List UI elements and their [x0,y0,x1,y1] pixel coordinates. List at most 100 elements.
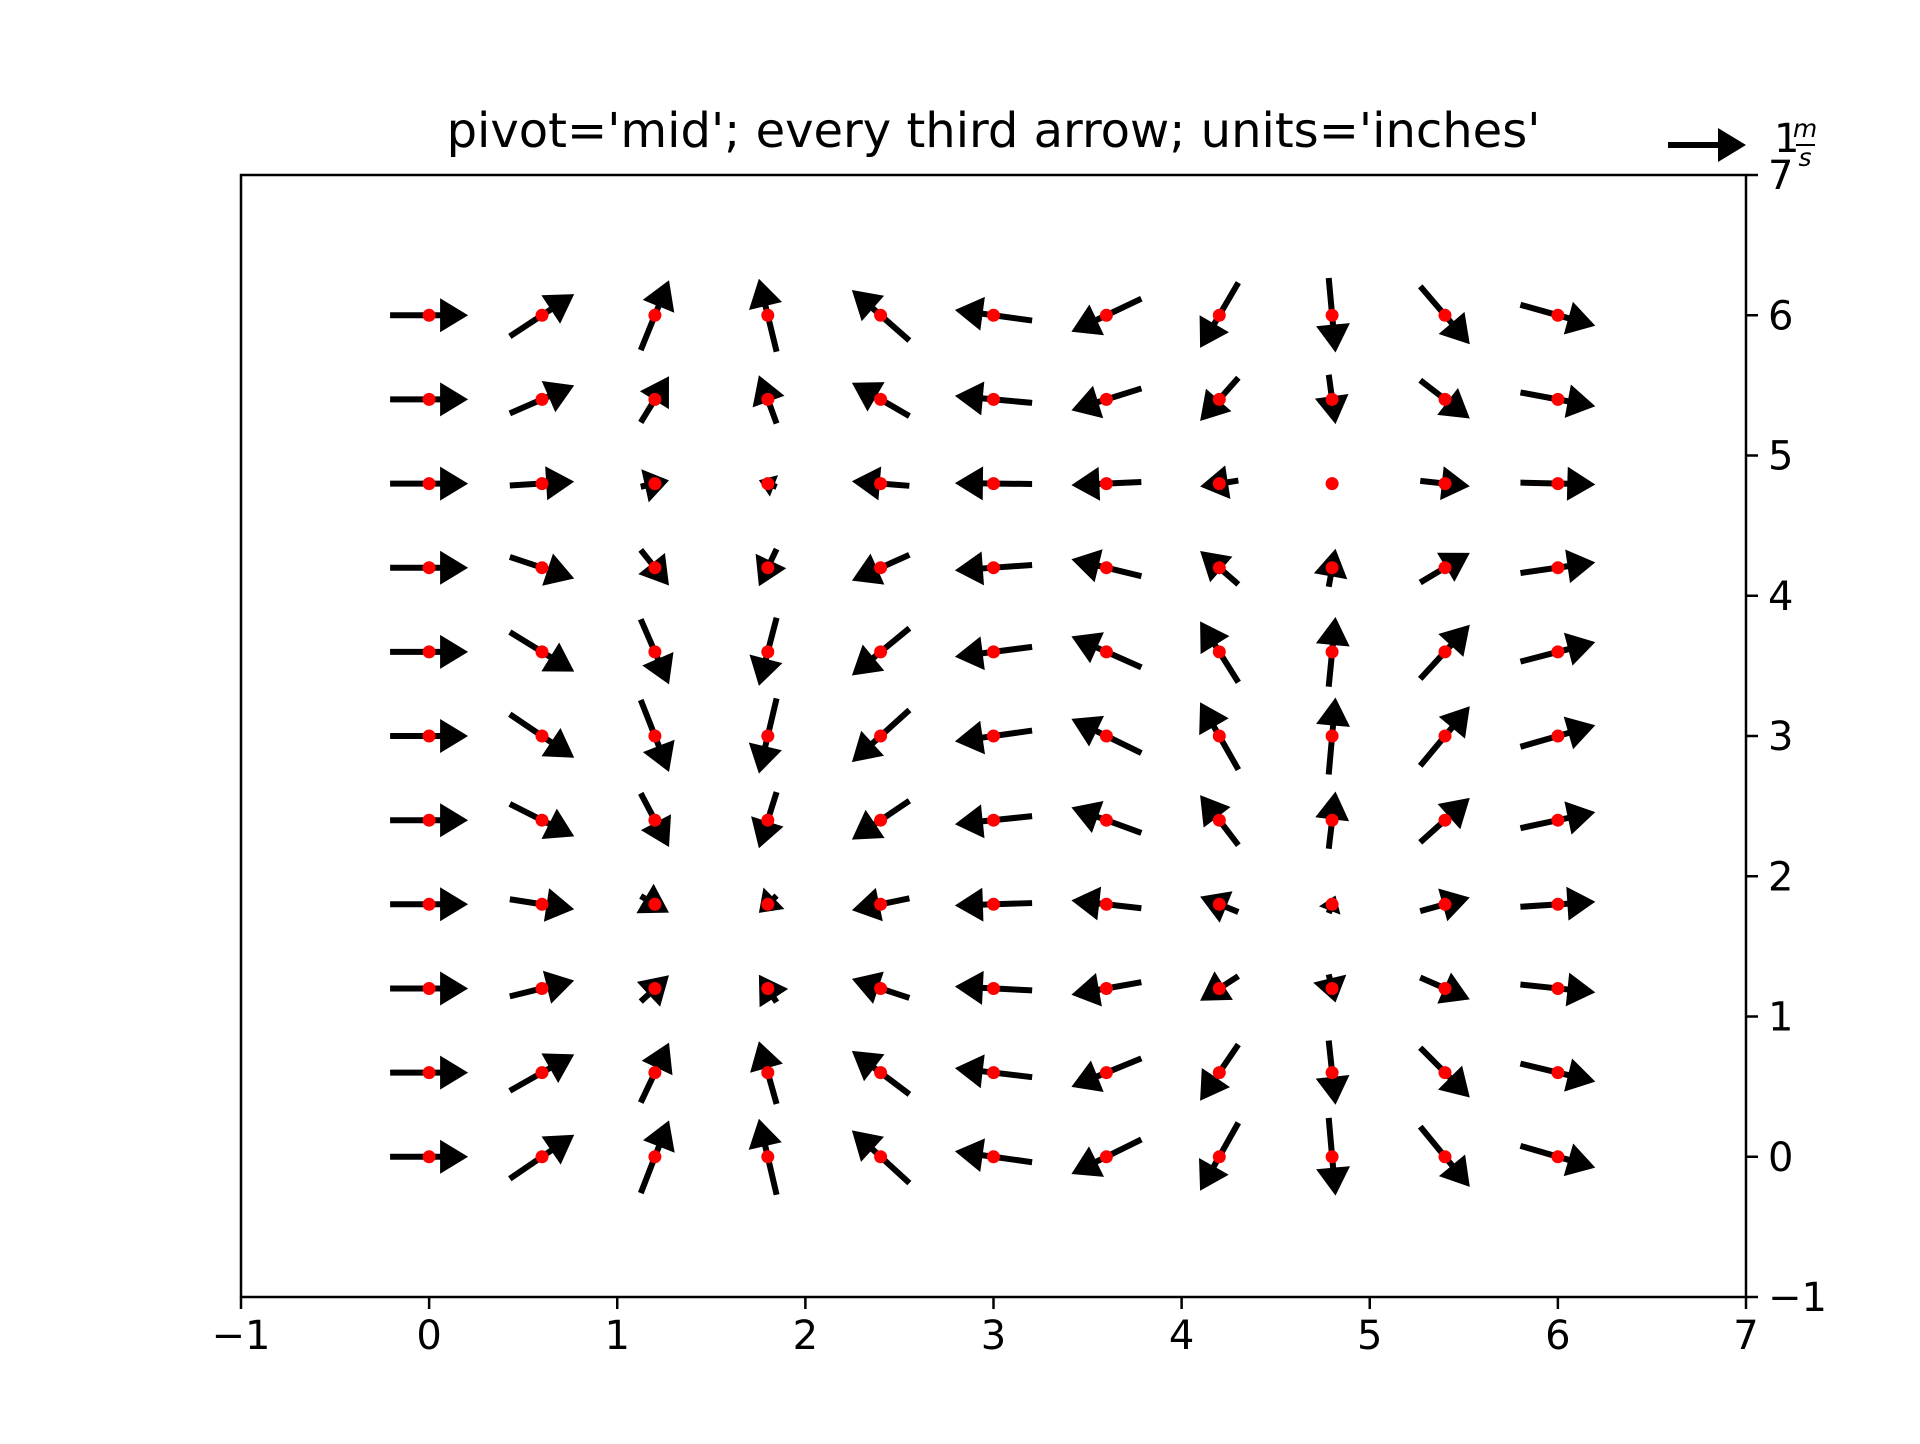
grid-point [1325,392,1339,406]
grid-point [648,645,662,659]
grid-point [987,813,1000,827]
grid-point [1551,982,1565,995]
grid-point [874,729,888,743]
grid-point [1551,813,1565,827]
grid-point [535,1066,549,1080]
grid-point [761,1150,775,1164]
grid-point [761,897,775,911]
x-tick-label: 4 [1169,1313,1194,1359]
x-tick-label: 3 [981,1313,1006,1359]
grid-point [761,308,775,322]
grid-point [761,561,775,575]
y-tick-label: 0 [1768,1135,1793,1181]
grid-point [761,392,775,406]
x-tick-label: −1 [212,1313,271,1359]
grid-point [1438,392,1452,406]
grid-point [1212,392,1226,406]
grid-point [535,561,549,575]
grid-point [1099,729,1113,743]
grid-point [1325,813,1339,827]
grid-point [648,1066,662,1080]
grid-point [1551,561,1565,575]
grid-point [874,897,888,911]
grid-point [874,813,888,827]
grid-point [1212,1150,1226,1164]
grid-point [1099,813,1113,827]
grid-point [1212,897,1226,911]
grid-point [535,645,549,659]
grid-point [1212,729,1226,743]
grid-point [535,308,549,322]
grid-point [1438,729,1452,743]
x-tick-label: 2 [793,1313,818,1359]
grid-point [874,1066,888,1080]
grid-point [1438,982,1452,995]
grid-point [987,392,1000,406]
y-tick-label: 4 [1768,574,1793,620]
grid-point [1212,308,1226,322]
grid-point [1438,477,1452,491]
grid-point [1438,813,1452,827]
grid-point [1099,477,1113,491]
x-axis: −1 0 1 2 3 4 5 6 7 [212,1297,1759,1359]
grid-point [987,308,1000,322]
y-tick-label: −1 [1768,1275,1827,1321]
grid-point [1099,645,1113,659]
grid-point [648,897,662,911]
grid-point [648,308,662,322]
grid-point [648,1150,662,1164]
grid-point [535,729,549,743]
grid-point [1438,1066,1452,1080]
grid-point [422,1066,436,1080]
grid-point [761,1066,775,1080]
grid-point [648,561,662,575]
grid-point [1099,1066,1113,1080]
grid-point [422,308,436,322]
grid-point [874,308,888,322]
grid-point [1212,813,1226,827]
grid-point [1438,645,1452,659]
grid-point [874,645,888,659]
grid-point [1212,645,1226,659]
y-axis: −1 0 1 2 3 4 5 6 7 [1746,153,1827,1321]
grid-point [422,477,436,491]
grid-point [1438,561,1452,575]
grid-point [1325,308,1339,322]
x-tick-label: 0 [416,1313,441,1359]
grid-point [1438,308,1452,322]
grid-point [648,477,662,491]
grid-point [874,561,888,575]
quiver-key-arrow-shape [1668,128,1746,162]
grid-point [1099,308,1113,322]
grid-point [874,1150,888,1164]
y-tick-label: 1 [1768,995,1793,1041]
grid-point [1551,392,1565,406]
grid-point [1212,477,1226,491]
grid-point [1099,561,1113,575]
grid-point [1438,897,1452,911]
quiver-key-unit-denominator: s [1798,143,1811,172]
chart-title: pivot='mid'; every third arrow; units='i… [446,103,1541,159]
grid-point [1325,645,1339,659]
grid-point [1325,1150,1339,1164]
grid-point [1325,561,1339,575]
grid-point [422,813,436,827]
grid-point [874,477,888,491]
quiver-key-unit-numerator: m [1793,114,1817,143]
grid-point [761,982,775,995]
grid-point [1325,477,1339,491]
grid-point [1438,1150,1452,1164]
grid-point [761,813,775,827]
y-tick-label: 7 [1768,153,1793,199]
grid-point [1325,897,1339,911]
y-tick-label: 3 [1768,714,1793,760]
grid-point [1099,982,1113,995]
grid-point [1212,561,1226,575]
grid-point [422,982,436,995]
grid-point [1099,392,1113,406]
grid-point [1212,982,1226,995]
quiver-key: 1 m s [1668,114,1817,172]
grid-point [648,729,662,743]
